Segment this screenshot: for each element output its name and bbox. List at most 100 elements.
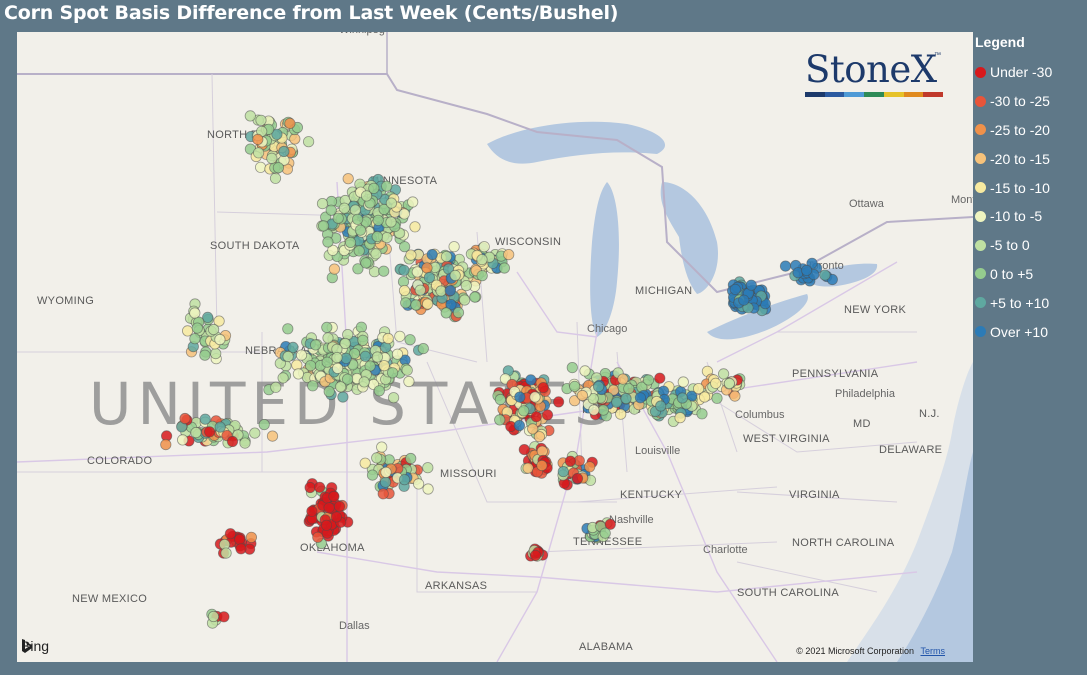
data-point[interactable] [282, 350, 294, 363]
data-point[interactable] [214, 333, 226, 346]
data-point[interactable] [287, 341, 299, 353]
data-point[interactable] [302, 136, 315, 148]
data-point[interactable] [398, 241, 411, 253]
data-point[interactable] [398, 474, 411, 486]
data-point[interactable] [213, 315, 225, 327]
data-point[interactable] [366, 469, 379, 481]
data-point[interactable] [239, 437, 251, 449]
data-point[interactable] [292, 368, 304, 380]
data-point[interactable] [623, 383, 635, 395]
data-point[interactable] [332, 212, 344, 224]
data-point[interactable] [220, 547, 232, 559]
data-point[interactable] [277, 372, 289, 384]
data-point[interactable] [676, 392, 689, 404]
terms-link[interactable]: Terms [920, 646, 946, 656]
data-point[interactable] [380, 466, 392, 478]
data-point[interactable] [202, 311, 214, 323]
data-point[interactable] [409, 221, 421, 233]
data-point[interactable] [696, 408, 708, 420]
legend-item[interactable]: 0 to +5 [975, 260, 1085, 289]
data-point[interactable] [557, 465, 569, 478]
data-point[interactable] [448, 241, 460, 253]
data-point[interactable] [527, 423, 539, 435]
data-point[interactable] [421, 298, 434, 310]
data-point[interactable] [584, 461, 596, 473]
data-point[interactable] [394, 330, 406, 342]
data-point[interactable] [342, 173, 354, 185]
data-point[interactable] [513, 419, 525, 432]
data-point[interactable] [819, 269, 831, 281]
data-point[interactable] [494, 393, 506, 406]
legend-item[interactable]: -15 to -10 [975, 173, 1085, 202]
data-points[interactable] [17, 32, 973, 662]
data-point[interactable] [306, 505, 318, 517]
data-point[interactable] [214, 421, 226, 433]
data-point[interactable] [711, 392, 723, 404]
data-point[interactable] [387, 392, 400, 404]
data-point[interactable] [729, 283, 741, 295]
data-point[interactable] [800, 264, 813, 276]
data-point[interactable] [522, 462, 534, 474]
data-point[interactable] [378, 265, 390, 277]
data-point[interactable] [258, 418, 270, 431]
data-point[interactable] [313, 481, 326, 493]
data-point[interactable] [449, 269, 461, 281]
data-point[interactable] [371, 351, 383, 363]
data-point[interactable] [331, 362, 344, 374]
data-point[interactable] [615, 408, 627, 420]
data-point[interactable] [564, 455, 577, 467]
data-point[interactable] [348, 347, 361, 360]
data-point[interactable] [266, 152, 278, 164]
data-point[interactable] [745, 279, 757, 291]
data-point[interactable] [358, 376, 370, 388]
data-point[interactable] [278, 145, 290, 158]
data-point[interactable] [568, 395, 581, 407]
data-point[interactable] [588, 404, 600, 416]
data-point[interactable] [377, 488, 389, 500]
data-point[interactable] [654, 372, 666, 384]
data-point[interactable] [412, 478, 425, 490]
data-point[interactable] [400, 297, 412, 309]
data-point[interactable] [312, 531, 324, 543]
data-point[interactable] [385, 197, 397, 209]
data-point[interactable] [323, 502, 335, 514]
data-point[interactable] [405, 452, 417, 465]
data-point[interactable] [604, 518, 616, 530]
data-point[interactable] [255, 114, 267, 126]
data-point[interactable] [357, 334, 369, 346]
data-point[interactable] [322, 332, 334, 344]
data-point[interactable] [284, 117, 296, 130]
data-point[interactable] [536, 445, 548, 457]
data-point[interactable] [271, 128, 283, 140]
data-point[interactable] [330, 511, 342, 523]
legend-item[interactable]: -20 to -15 [975, 144, 1085, 173]
data-point[interactable] [404, 334, 416, 346]
data-point[interactable] [476, 270, 488, 282]
data-point[interactable] [698, 391, 711, 403]
data-point[interactable] [351, 213, 364, 225]
data-point[interactable] [729, 390, 741, 402]
data-point[interactable] [355, 321, 367, 333]
data-point[interactable] [518, 405, 530, 417]
data-point[interactable] [386, 367, 399, 379]
data-point[interactable] [599, 527, 611, 539]
data-point[interactable] [566, 361, 578, 374]
data-point[interactable] [270, 381, 282, 393]
data-point[interactable] [349, 204, 361, 216]
data-point[interactable] [204, 426, 216, 438]
data-point[interactable] [642, 374, 655, 386]
data-point[interactable] [529, 391, 541, 403]
data-point[interactable] [316, 198, 329, 210]
data-point[interactable] [210, 347, 222, 360]
data-point[interactable] [282, 323, 294, 335]
data-point[interactable] [372, 214, 384, 226]
legend-item[interactable]: -30 to -25 [975, 87, 1085, 116]
legend-item[interactable]: +5 to +10 [975, 288, 1085, 317]
data-point[interactable] [207, 610, 220, 623]
data-point[interactable] [190, 426, 202, 439]
data-point[interactable] [422, 462, 434, 474]
data-point[interactable] [334, 381, 347, 393]
data-point[interactable] [352, 263, 364, 275]
data-point[interactable] [403, 375, 415, 388]
data-point[interactable] [569, 380, 581, 392]
